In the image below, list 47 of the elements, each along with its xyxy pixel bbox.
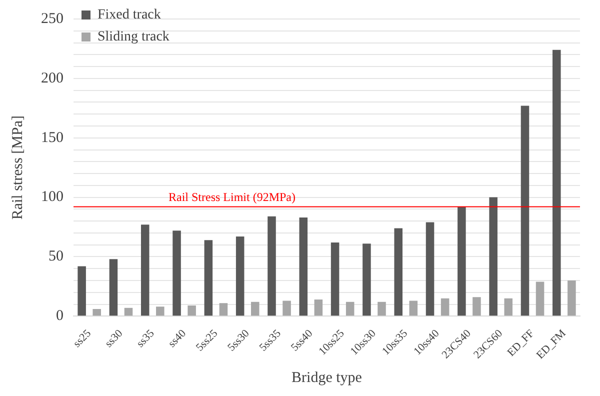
bar — [536, 282, 544, 316]
x-tick-label: ss40 — [166, 327, 189, 350]
x-tick-label: ss35 — [134, 327, 158, 350]
y-tick-label: 200 — [41, 70, 64, 86]
bar — [140, 224, 150, 316]
bar — [282, 300, 291, 316]
bar — [299, 218, 308, 316]
bar — [378, 302, 386, 316]
y-tick-label: 150 — [41, 130, 64, 146]
bar — [124, 308, 133, 316]
x-axis-title: Bridge type — [292, 370, 362, 386]
bar — [394, 228, 403, 316]
y-tick-label: 50 — [48, 248, 64, 265]
bar — [362, 244, 371, 316]
bar — [204, 240, 213, 316]
bar — [188, 305, 196, 316]
bar — [268, 216, 276, 316]
bar — [346, 302, 354, 316]
bar — [504, 298, 513, 316]
bar — [552, 50, 561, 316]
legend-label: Sliding track — [98, 30, 170, 45]
bar — [568, 280, 576, 316]
bar — [172, 230, 181, 316]
bar — [440, 298, 450, 316]
bar — [236, 236, 244, 316]
y-axis-title: Rail stress [MPa] — [10, 115, 26, 220]
bar — [330, 242, 340, 316]
y-tick-label: 250 — [41, 10, 64, 27]
bar — [426, 222, 434, 316]
ref-line-label: Rail Stress Limit (92MPa) — [168, 190, 296, 204]
bar — [156, 306, 164, 316]
legend-label: Fixed track — [98, 8, 161, 23]
y-tick-label: 0 — [56, 308, 64, 324]
bar — [520, 106, 530, 316]
x-tick-label: ss25 — [71, 327, 94, 350]
bar — [472, 297, 481, 316]
bar — [314, 300, 323, 316]
bar — [78, 266, 86, 316]
bar — [489, 197, 498, 316]
x-tick-label: ss30 — [102, 327, 126, 350]
bar — [92, 309, 101, 316]
bar — [109, 259, 118, 316]
y-tick-label: 100 — [41, 189, 64, 206]
bar — [250, 302, 260, 316]
bar — [219, 303, 228, 316]
bar — [409, 300, 418, 316]
bar — [458, 206, 466, 316]
